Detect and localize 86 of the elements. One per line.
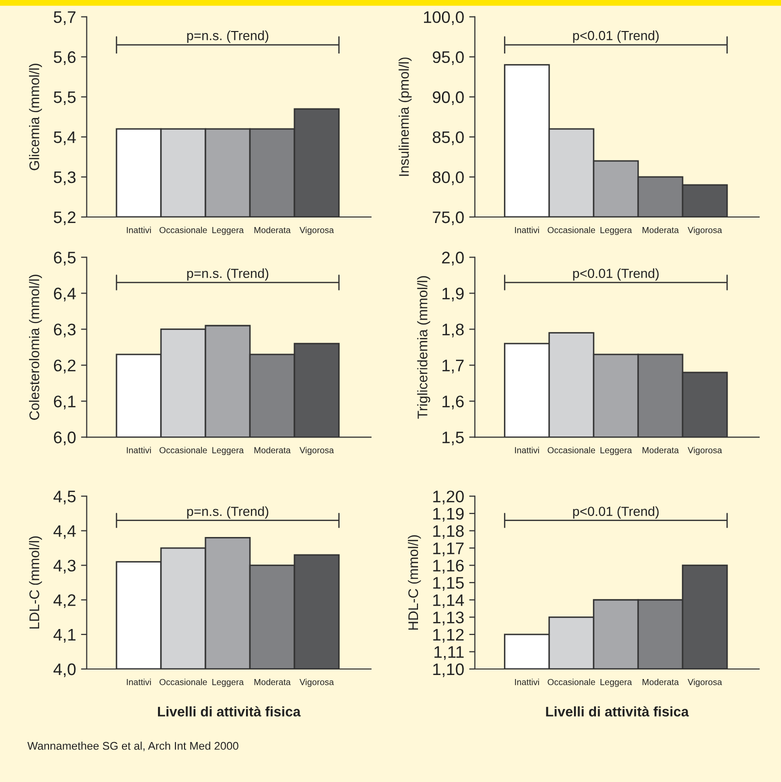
annotation: p=n.s. (Trend) xyxy=(187,268,268,281)
y-tick-label: 1,16 xyxy=(433,560,464,574)
x-tick-label: Occasionale xyxy=(160,226,207,234)
x-tick-label: Occasionale xyxy=(548,446,596,454)
x-tick-label: Moderata xyxy=(642,678,679,686)
x-tick-label: Inattivi xyxy=(515,226,539,234)
x-tick-label: Leggera xyxy=(600,227,632,235)
x-tick-label: Vigorosa xyxy=(688,226,722,235)
y-tick-label: 4,3 xyxy=(53,560,76,574)
x-tick-label: Inattivi xyxy=(126,678,151,686)
y-tick-label: 6,0 xyxy=(54,432,76,446)
y-tick-label: 1,10 xyxy=(433,663,464,678)
x-tick-label: Leggera xyxy=(212,447,244,456)
x-tick-label: Moderata xyxy=(642,226,679,234)
x-tick-label: Moderata xyxy=(254,226,291,234)
y-tick-label: 5,3 xyxy=(54,171,76,186)
x-tick-label: Occasionale xyxy=(548,678,596,686)
y-tick-label: 6,2 xyxy=(54,360,76,374)
y-tick-label: 5,2 xyxy=(54,211,76,226)
y-tick-label: 1,12 xyxy=(433,628,464,643)
y-tick-label: 1,11 xyxy=(434,646,464,660)
y-tick-label: 5,6 xyxy=(54,51,76,66)
x-tick-label: Vigorosa xyxy=(300,446,334,456)
x-tick-label: Inattivi xyxy=(515,678,539,686)
y-tick-label: 1,7 xyxy=(442,360,464,374)
x-tick-label: Leggera xyxy=(212,227,244,235)
y-tick-label: 80,0 xyxy=(432,171,464,186)
y-axis-title: LDL-C (mmol/l) xyxy=(29,536,42,629)
y-tick-label: 90,0 xyxy=(432,91,464,106)
y-tick-label: 1,14 xyxy=(433,594,464,608)
x-tick-label: Vigorosa xyxy=(300,678,334,687)
x-tick-label: Vigorosa xyxy=(688,446,722,456)
y-tick-label: 1,19 xyxy=(433,508,464,522)
y-tick-label: 5,5 xyxy=(54,91,76,106)
y-tick-label: 4,5 xyxy=(53,490,76,504)
x-tick-label: Inattivi xyxy=(126,226,151,234)
x-tick-label: Moderata xyxy=(254,678,291,686)
y-tick-label: 1,5 xyxy=(442,432,464,446)
x-tick-label: Leggera xyxy=(212,679,244,687)
y-tick-label: 95,0 xyxy=(432,51,464,66)
y-tick-label: 1,6 xyxy=(442,396,464,410)
y-tick-label: 4,4 xyxy=(53,525,76,539)
y-tick-label: 6,1 xyxy=(54,396,76,410)
y-tick-label: 6,4 xyxy=(54,288,76,302)
y-axis-title: Trigliceridemia (mmol/l) xyxy=(417,276,430,419)
x-tick-label: Inattivi xyxy=(515,446,539,454)
y-axis-title: Colesterolomia (mmol/l) xyxy=(29,274,42,420)
y-tick-label: 6,5 xyxy=(54,252,76,266)
annotation: p=n.s. (Trend) xyxy=(187,506,268,519)
y-tick-label: 5,7 xyxy=(54,11,76,25)
annotation: p<0.01 (Trend) xyxy=(573,30,659,43)
y-tick-label: 1,20 xyxy=(433,490,464,504)
x-axis-title: Livelli di attività fisica xyxy=(158,706,301,717)
y-tick-label: 85,0 xyxy=(432,131,464,146)
y-axis-title: Glicemia (mmol/l) xyxy=(29,64,42,170)
x-tick-label: Moderata xyxy=(254,446,291,454)
x-tick-label: Occasionale xyxy=(548,226,596,234)
y-tick-label: 4,2 xyxy=(53,594,76,608)
x-tick-label: Occasionale xyxy=(160,446,207,454)
y-tick-label: 75,0 xyxy=(432,211,464,226)
y-tick-label: 1,15 xyxy=(433,577,464,591)
annotation: p<0.01 (Trend) xyxy=(573,268,659,281)
y-tick-label: 1,18 xyxy=(433,525,464,539)
x-tick-label: Vigorosa xyxy=(688,678,722,687)
x-tick-label: Inattivi xyxy=(126,446,151,454)
y-tick-label: 1,9 xyxy=(442,288,464,302)
y-tick-label: 2,0 xyxy=(442,252,464,266)
x-tick-label: Leggera xyxy=(600,447,632,456)
x-axis-title: Livelli di attività fisica xyxy=(546,706,689,717)
y-tick-label: 1,17 xyxy=(433,542,464,556)
y-tick-label: 4,1 xyxy=(53,629,76,643)
x-tick-label: Moderata xyxy=(642,446,679,454)
y-tick-label: 1,8 xyxy=(442,324,464,338)
y-axis-title: Insulinemia (pmol/l) xyxy=(398,58,412,176)
annotation: p=n.s. (Trend) xyxy=(187,30,268,43)
text: Wannamethee SG et al, Arch Int Med 2000 xyxy=(27,742,238,752)
x-tick-label: Vigorosa xyxy=(300,226,334,235)
x-tick-label: Leggera xyxy=(600,679,632,687)
y-tick-label: 5,4 xyxy=(54,132,76,146)
y-tick-label: 100,0 xyxy=(424,11,464,25)
x-tick-label: Occasionale xyxy=(160,678,207,686)
y-tick-label: 4,0 xyxy=(53,663,76,678)
y-tick-label: 6,3 xyxy=(54,324,76,338)
y-tick-label: 1,13 xyxy=(433,612,464,626)
y-axis-title: HDL-C (mmol/l) xyxy=(408,535,421,630)
annotation: p<0.01 (Trend) xyxy=(573,506,659,519)
